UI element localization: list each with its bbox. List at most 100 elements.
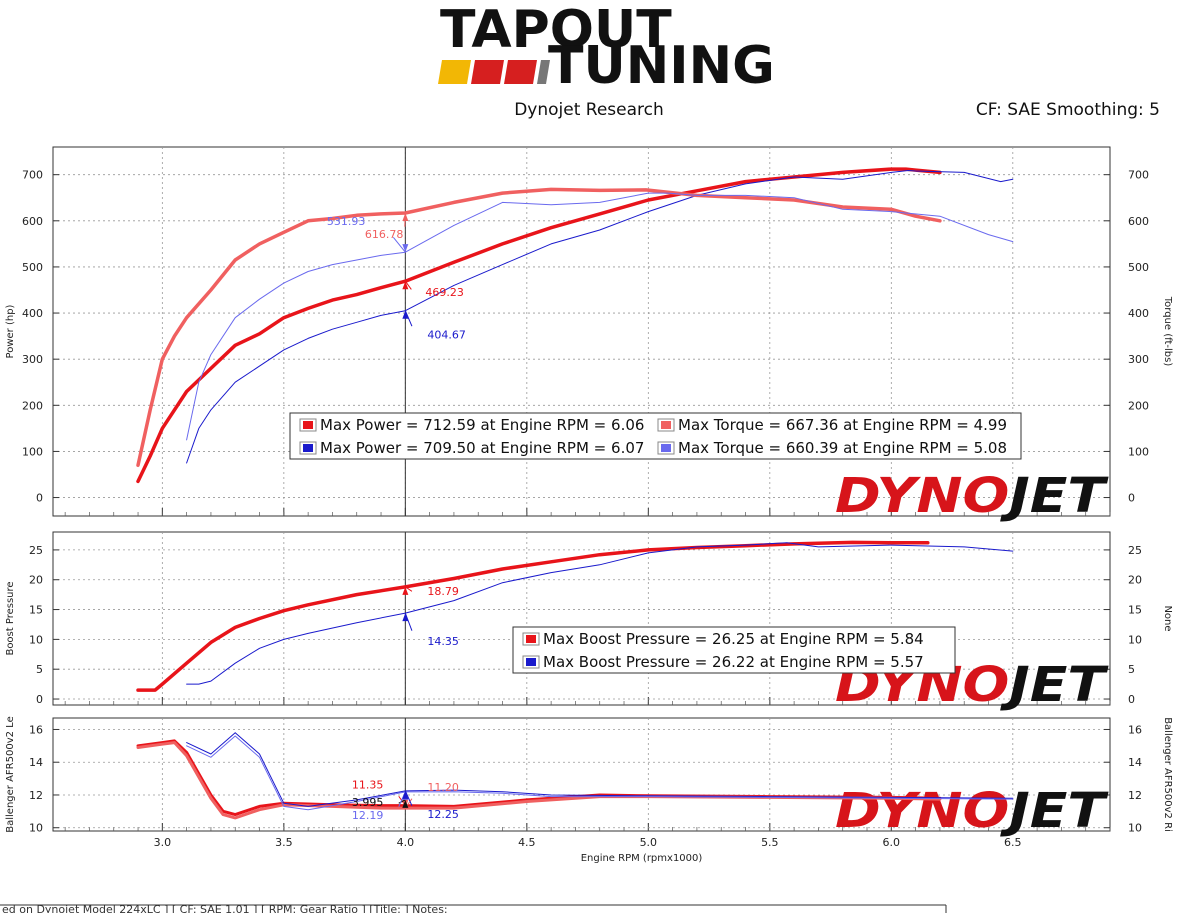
- y2-tick-label: 100: [1128, 445, 1149, 458]
- panel-frame: [52, 146, 1111, 517]
- x-tick-label: 5.5: [761, 836, 779, 849]
- y2-tick-label: 10: [1128, 822, 1142, 835]
- logo-stripe-red-2: [504, 60, 537, 84]
- y2-tick-label: 5: [1128, 663, 1135, 676]
- legend-swatch: [661, 444, 671, 452]
- y-tick-label: 12: [29, 789, 43, 802]
- y2-axis-label: Ballenger AFR500v2 Ri: [1162, 717, 1173, 832]
- y-tick-label: 0: [36, 693, 43, 706]
- cursor-value-arrow: [402, 281, 409, 290]
- footer-notes: ed on Dynojet Model 224xLC ] [ CF: SAE 1…: [2, 903, 448, 913]
- logo-line1: TAPOUT: [440, 0, 672, 60]
- y-axis-label: Ballenger AFR500v2 Le: [5, 716, 16, 832]
- chart-panel-3: 10 10 12 12 14 14 16 16 Ballenger AFR500v2 Le Bal…: [5, 716, 1173, 864]
- legend-entry: Max Torque = 660.39 at Engine RPM = 5.08: [678, 439, 1007, 457]
- series-line: [186, 735, 1014, 811]
- x-tick-label: 5.0: [640, 836, 658, 849]
- cursor-value-arrow: [402, 586, 409, 595]
- cursor-value-arrow: [402, 310, 409, 319]
- cursor-value-arrow: [402, 799, 409, 808]
- y-tick-label: 100: [22, 445, 43, 458]
- legend-entry: Max Boost Pressure = 26.22 at Engine RPM…: [543, 653, 924, 671]
- cursor-value-label: 3.995: [352, 796, 384, 809]
- logo-stripe-red-1: [471, 60, 504, 84]
- y-tick-label: 14: [29, 756, 43, 769]
- x-tick-label: 6.0: [883, 836, 901, 849]
- legend-swatch: [526, 658, 536, 666]
- y-tick-label: 400: [22, 307, 43, 320]
- panel-frame: [52, 717, 1111, 832]
- y2-tick-label: 500: [1128, 261, 1149, 274]
- y2-tick-label: 0: [1128, 693, 1135, 706]
- y-tick-label: 25: [29, 544, 43, 557]
- cursor-value-arrow: [402, 244, 409, 253]
- x-tick-label: 6.5: [1004, 836, 1022, 849]
- y-tick-label: 16: [29, 723, 43, 736]
- y-tick-label: 300: [22, 353, 43, 366]
- cursor-value-pointer: [404, 310, 413, 327]
- y-axis-label: Boost Pressure: [5, 581, 16, 655]
- y-tick-label: 5: [36, 663, 43, 676]
- y-tick-label: 600: [22, 215, 43, 228]
- legend-box: [289, 412, 1022, 460]
- y2-tick-label: 400: [1128, 307, 1149, 320]
- cursor-value-label: 12.25: [427, 808, 459, 821]
- cursor-value-pointer: [398, 799, 406, 804]
- y-tick-label: 10: [29, 633, 43, 646]
- y2-tick-label: 0: [1128, 492, 1135, 505]
- y2-tick-label: 16: [1128, 723, 1142, 736]
- y2-tick-label: 300: [1128, 353, 1149, 366]
- legend-box: [512, 626, 956, 674]
- subtitle: Dynojet Research: [514, 100, 664, 120]
- cursor-value-label: 469.23: [425, 286, 464, 299]
- logo-line2: TUNING: [548, 36, 775, 96]
- y2-tick-label: 600: [1128, 215, 1149, 228]
- series-line: [186, 542, 1014, 685]
- y-tick-label: 15: [29, 604, 43, 617]
- y-tick-label: 20: [29, 574, 43, 587]
- y2-tick-label: 10: [1128, 633, 1142, 646]
- cursor-value-pointer: [404, 790, 413, 806]
- y2-tick-label: 25: [1128, 544, 1142, 557]
- x-tick-label: 3.5: [275, 836, 293, 849]
- legend-swatch: [303, 444, 313, 452]
- cursor-value-label: 531.93: [327, 215, 366, 228]
- y-tick-label: 10: [29, 822, 43, 835]
- x-tick-label: 3.0: [154, 836, 172, 849]
- series-line: [136, 187, 942, 468]
- y2-tick-label: 700: [1128, 169, 1149, 182]
- dynojet-watermark: DYNO JET: [835, 783, 1109, 839]
- legend-swatch: [661, 421, 671, 429]
- y2-tick-label: 20: [1128, 574, 1142, 587]
- cursor-value-label: 616.78: [365, 228, 404, 241]
- cursor-value-pointer: [405, 586, 413, 592]
- cursor-value-label: 11.20: [427, 781, 459, 794]
- cursor-value-pointer: [404, 280, 412, 290]
- legend-swatch: [526, 635, 536, 643]
- y-tick-label: 200: [22, 399, 43, 412]
- y-axis-label: Power (hp): [5, 304, 16, 358]
- y2-tick-label: 15: [1128, 604, 1142, 617]
- dynojet-watermark: DYNO JET: [835, 468, 1109, 524]
- y-tick-label: 0: [36, 492, 43, 505]
- cursor-value-pointer: [392, 237, 406, 253]
- y2-axis-label: Torque (ft-lbs): [1162, 296, 1173, 367]
- tapout-tuning-logo: TAPOUT TUNING: [438, 0, 775, 96]
- cursor-value-label: 18.79: [427, 585, 459, 598]
- cursor-value-arrow: [402, 212, 409, 221]
- y2-tick-label: 14: [1128, 756, 1142, 769]
- cursor-value-label: 11.35: [352, 779, 384, 792]
- legend-swatch: [303, 421, 313, 429]
- chart-panel-1: 0 0 100 100 200 200 300 300 400 400 500 500 600 600 70…: [5, 146, 1173, 524]
- series-line: [186, 170, 1014, 464]
- y2-tick-label: 200: [1128, 399, 1149, 412]
- legend-entry: Max Torque = 667.36 at Engine RPM = 4.99: [678, 416, 1007, 434]
- series-line: [136, 540, 930, 692]
- x-tick-label: 4.5: [518, 836, 536, 849]
- cursor-value-arrow: [402, 613, 409, 622]
- y2-tick-label: 12: [1128, 789, 1142, 802]
- legend-entry: Max Power = 709.50 at Engine RPM = 6.07: [320, 439, 644, 457]
- x-axis-label: Engine RPM (rpmx1000): [581, 853, 703, 864]
